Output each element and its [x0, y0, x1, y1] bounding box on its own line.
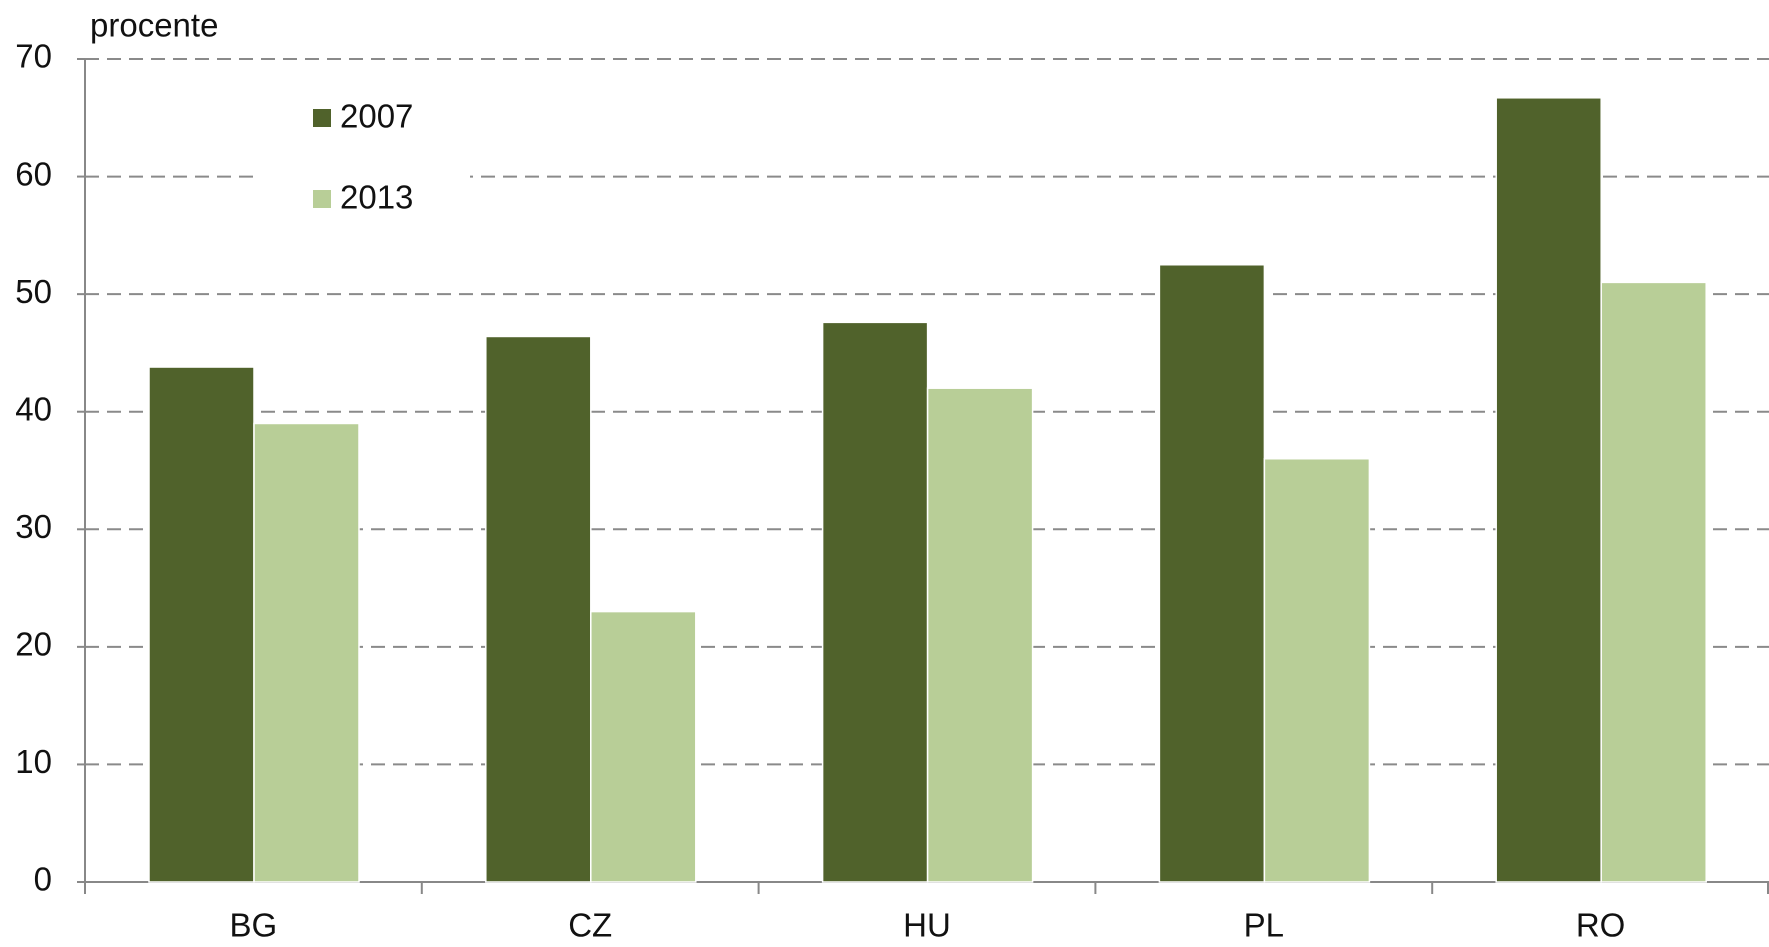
- bar: [1158, 264, 1266, 883]
- x-tick-label: BG: [230, 907, 278, 944]
- y-tick-label: 20: [15, 626, 52, 663]
- x-tick-label: RO: [1576, 907, 1626, 944]
- legend-swatch: [313, 190, 331, 208]
- legend-box: [260, 88, 470, 226]
- bar: [1495, 97, 1602, 883]
- bar: [148, 366, 255, 883]
- x-tick-label: CZ: [568, 907, 612, 944]
- x-tick-label: PL: [1244, 907, 1284, 944]
- bar: [253, 422, 360, 883]
- bar: [1263, 457, 1371, 883]
- legend-swatch: [313, 109, 331, 127]
- legend-label: 2007: [340, 98, 413, 135]
- y-tick-label: 60: [15, 155, 52, 192]
- y-tick-label: 50: [15, 273, 52, 310]
- y-tick-label: 70: [15, 38, 52, 75]
- y-tick-label: 10: [15, 743, 52, 780]
- y-axis-label: procente: [90, 7, 218, 44]
- legend-label: 2013: [340, 179, 413, 216]
- y-tick-label: 30: [15, 508, 52, 545]
- bar: [485, 335, 592, 883]
- bar: [590, 610, 697, 883]
- y-tick-label: 40: [15, 390, 52, 427]
- bar: [926, 387, 1034, 883]
- x-tick-label: HU: [903, 907, 951, 944]
- bar: [821, 321, 929, 883]
- y-tick-label: 0: [34, 861, 52, 898]
- bar: [1600, 281, 1707, 883]
